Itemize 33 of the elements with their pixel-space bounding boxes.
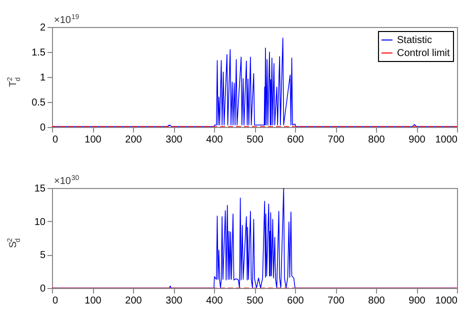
y-tick-label: 0 [40, 284, 46, 294]
y-tick-label: 0.5 [32, 98, 46, 108]
x-tick-label: 500 [246, 296, 264, 306]
y-tick-label: 10 [34, 216, 46, 228]
x-tick-label: 600 [287, 296, 304, 306]
y-tick-label: 1 [40, 72, 46, 84]
x-tick-label: 300 [166, 296, 183, 306]
x-tick-label: 400 [206, 296, 224, 306]
x-tick-label: 0 [52, 134, 58, 146]
x-tick-label: 500 [246, 134, 264, 146]
x-tick-label: 600 [287, 134, 304, 146]
x-tick-label: 1000 [435, 296, 458, 306]
x-tick-label: 900 [408, 134, 426, 146]
legend-label: Control limit [397, 48, 450, 59]
x-tick-label: 200 [125, 134, 142, 146]
x-tick-label: 700 [328, 134, 345, 146]
y-tick-label: 0 [40, 122, 46, 134]
x-tick-label: 1000 [435, 134, 458, 146]
x-tick-label: 700 [328, 296, 345, 306]
x-tick-label: 100 [84, 296, 102, 306]
y-tick-label: 2 [40, 22, 46, 34]
x-tick-label: 200 [125, 296, 142, 306]
x-tick-label: 900 [408, 296, 426, 306]
legend-label: Statistic [397, 35, 432, 46]
x-tick-label: 300 [166, 134, 183, 146]
x-tick-label: 0 [52, 296, 58, 306]
x-tick-label: 800 [368, 296, 386, 306]
y-tick-label: 1.5 [32, 48, 46, 58]
x-tick-label: 800 [368, 134, 386, 146]
y-tick-label: 15 [34, 184, 46, 194]
y-tick-label: 5 [40, 250, 46, 262]
x-tick-label: 100 [84, 134, 102, 146]
x-tick-label: 400 [206, 134, 224, 146]
